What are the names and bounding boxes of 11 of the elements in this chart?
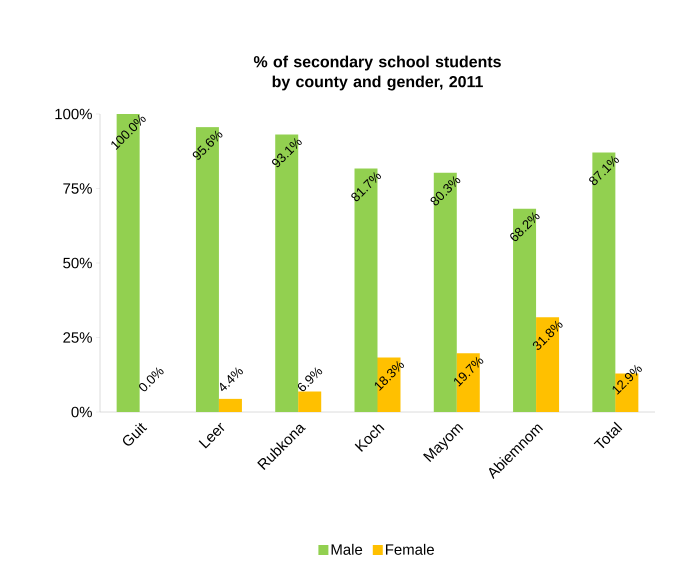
x-tick-label: Guit [123, 422, 148, 446]
y-tick-label: 100% [55, 108, 92, 120]
y-tick-label: 0% [71, 406, 92, 418]
chart-title: % of secondary school students by county and gender, 2011 [254, 56, 501, 90]
legend-label: Female [386, 544, 434, 555]
legend-label: Male [332, 544, 362, 555]
y-tick-label: 25% [63, 332, 92, 343]
y-tick-label: 75% [63, 183, 92, 194]
y-tick-label: 50% [63, 258, 92, 268]
bar [298, 391, 322, 412]
bar [218, 398, 242, 412]
